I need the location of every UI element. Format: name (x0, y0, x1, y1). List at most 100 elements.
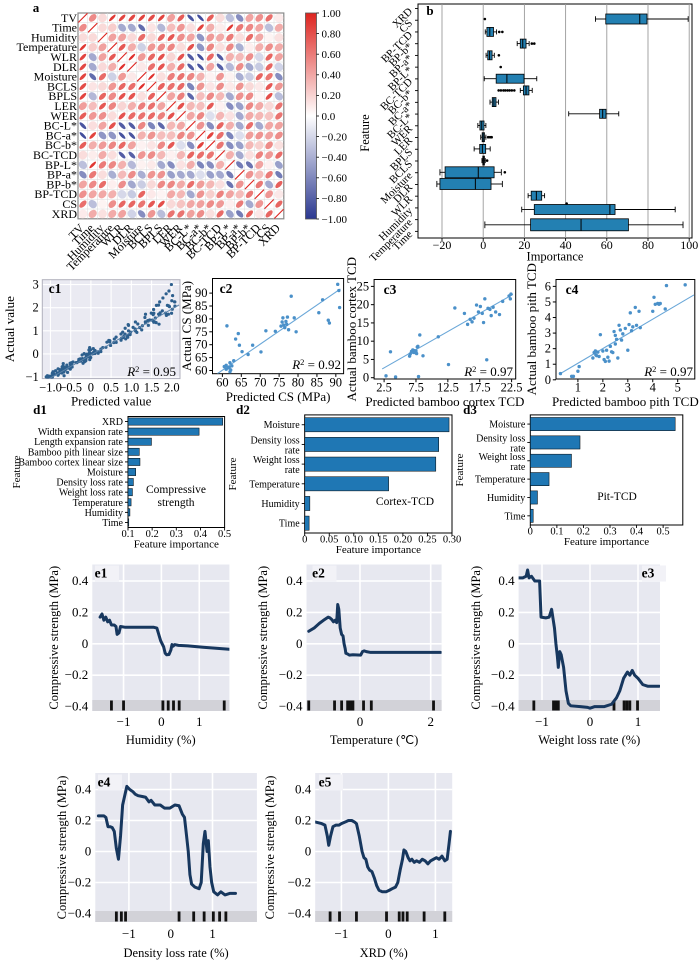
svg-text:65: 65 (235, 376, 248, 390)
svg-text:70: 70 (195, 338, 208, 352)
svg-text:rate: rate (285, 465, 301, 476)
svg-text:1.00: 1.00 (322, 8, 342, 20)
svg-text:0.30: 0.30 (443, 535, 461, 546)
svg-text:3: 3 (545, 326, 551, 340)
svg-text:Compressive: Compressive (146, 484, 206, 496)
svg-text:Time: Time (52, 21, 77, 35)
svg-text:−0.2: −0.2 (279, 667, 303, 682)
svg-text:Humidity (%): Humidity (%) (126, 733, 196, 747)
svg-text:XRD (%): XRD (%) (360, 946, 408, 960)
svg-text:Density loss rate: Density loss rate (56, 478, 123, 489)
svg-text:−1: −1 (122, 926, 136, 941)
svg-text:BP-b*: BP-b* (46, 177, 77, 191)
svg-text:Weight loss: Weight loss (253, 455, 300, 466)
svg-text:Moisture: Moisture (264, 420, 301, 431)
svg-text:c4: c4 (566, 282, 579, 297)
svg-text:rate: rate (510, 462, 526, 473)
svg-text:1: 1 (635, 714, 642, 729)
svg-text:10: 10 (357, 334, 370, 348)
svg-text:Feature importance: Feature importance (336, 544, 421, 556)
svg-text:Time: Time (102, 518, 123, 529)
svg-text:Moisture: Moisture (489, 420, 526, 431)
svg-text:Feature: Feature (454, 453, 466, 486)
svg-text:Bamboo pith linear size: Bamboo pith linear size (28, 447, 124, 458)
svg-text:Feature: Feature (227, 457, 239, 490)
svg-text:DLR: DLR (53, 60, 77, 74)
svg-text:0.4: 0.4 (72, 573, 89, 588)
svg-text:Predicted value: Predicted value (71, 394, 152, 409)
svg-text:−0.2: −0.2 (65, 667, 89, 682)
svg-text:−1: −1 (535, 714, 549, 729)
svg-text:Temperature: Temperature (249, 479, 300, 490)
svg-text:Cortex-TCD: Cortex-TCD (376, 496, 434, 508)
svg-text:Time: Time (505, 511, 526, 522)
svg-text:Weight loss: Weight loss (479, 452, 526, 463)
svg-text:−0.2: −0.2 (491, 667, 515, 682)
svg-text:0.5: 0.5 (657, 527, 670, 538)
svg-text:0: 0 (88, 381, 94, 395)
svg-text:0.4: 0.4 (498, 573, 515, 588)
svg-text:0: 0 (385, 926, 392, 941)
svg-text:XRD: XRD (102, 417, 123, 428)
svg-text:2: 2 (545, 342, 551, 356)
svg-text:1: 1 (575, 381, 581, 395)
svg-text:−0.2: −0.2 (288, 875, 312, 890)
svg-text:1.5: 1.5 (144, 381, 160, 395)
svg-text:0.2: 0.2 (295, 813, 311, 828)
svg-text:0: 0 (33, 347, 39, 361)
svg-text:e5: e5 (319, 775, 332, 790)
svg-text:−0.40: −0.40 (322, 152, 348, 164)
svg-text:−0.60: −0.60 (322, 173, 348, 185)
svg-text:TV: TV (61, 11, 77, 25)
svg-text:rate: rate (285, 445, 301, 456)
svg-text:Length expansion rate: Length expansion rate (34, 437, 123, 448)
svg-text:0.4: 0.4 (75, 782, 92, 797)
svg-text:2.0: 2.0 (164, 381, 180, 395)
svg-text:−20: −20 (433, 238, 452, 252)
svg-text:0.40: 0.40 (322, 70, 342, 82)
svg-text:c3: c3 (384, 282, 397, 297)
svg-text:Feature importance: Feature importance (564, 536, 649, 548)
svg-text:85: 85 (195, 299, 208, 313)
svg-text:Compressive strength (MPa): Compressive strength (MPa) (55, 776, 69, 920)
svg-text:25: 25 (357, 279, 370, 293)
svg-text:4: 4 (545, 311, 552, 325)
svg-text:Temperature: Temperature (475, 475, 526, 486)
svg-text:R2 = 0.92: R2 = 0.92 (291, 357, 341, 372)
svg-text:0.2: 0.2 (286, 604, 302, 619)
svg-text:7.5: 7.5 (408, 381, 424, 395)
svg-text:Predicted bamboo cortex TCD: Predicted bamboo cortex TCD (365, 394, 524, 409)
svg-text:BP-TCD: BP-TCD (34, 187, 77, 201)
svg-text:Temperature (℃): Temperature (℃) (330, 733, 418, 747)
svg-text:0.5: 0.5 (218, 529, 231, 540)
svg-text:BC-TCD: BC-TCD (33, 148, 77, 162)
svg-text:2: 2 (427, 714, 434, 729)
svg-text:1.0: 1.0 (124, 381, 140, 395)
svg-text:0.20: 0.20 (322, 90, 342, 102)
svg-text:17.5: 17.5 (469, 381, 491, 395)
svg-text:0.4: 0.4 (194, 529, 208, 540)
svg-text:0.1: 0.1 (550, 527, 563, 538)
svg-text:Feature: Feature (11, 455, 23, 488)
svg-text:BC-L*: BC-L* (44, 119, 77, 133)
svg-text:5: 5 (363, 352, 369, 366)
svg-text:80: 80 (195, 312, 208, 326)
svg-text:0.4: 0.4 (295, 782, 312, 797)
svg-text:Width expansion rate: Width expansion rate (38, 427, 124, 438)
svg-text:R2 = 0.97: R2 = 0.97 (643, 364, 693, 379)
svg-text:1: 1 (196, 714, 203, 729)
svg-text:Pit-TCD: Pit-TCD (597, 491, 637, 503)
svg-text:15: 15 (357, 316, 370, 330)
svg-text:XRD: XRD (52, 207, 78, 221)
svg-text:Actual bamboo cortex TCD: Actual bamboo cortex TCD (344, 257, 359, 402)
svg-text:85: 85 (311, 376, 324, 390)
svg-text:−0.4: −0.4 (65, 699, 89, 714)
svg-text:WER: WER (50, 109, 77, 123)
svg-text:−1.0: −1.0 (39, 381, 62, 395)
svg-text:0: 0 (587, 714, 594, 729)
svg-text:2: 2 (600, 381, 606, 395)
svg-text:e1: e1 (95, 566, 108, 581)
svg-text:e3: e3 (642, 566, 655, 581)
svg-text:2.5: 2.5 (376, 381, 392, 395)
svg-text:3: 3 (625, 381, 631, 395)
